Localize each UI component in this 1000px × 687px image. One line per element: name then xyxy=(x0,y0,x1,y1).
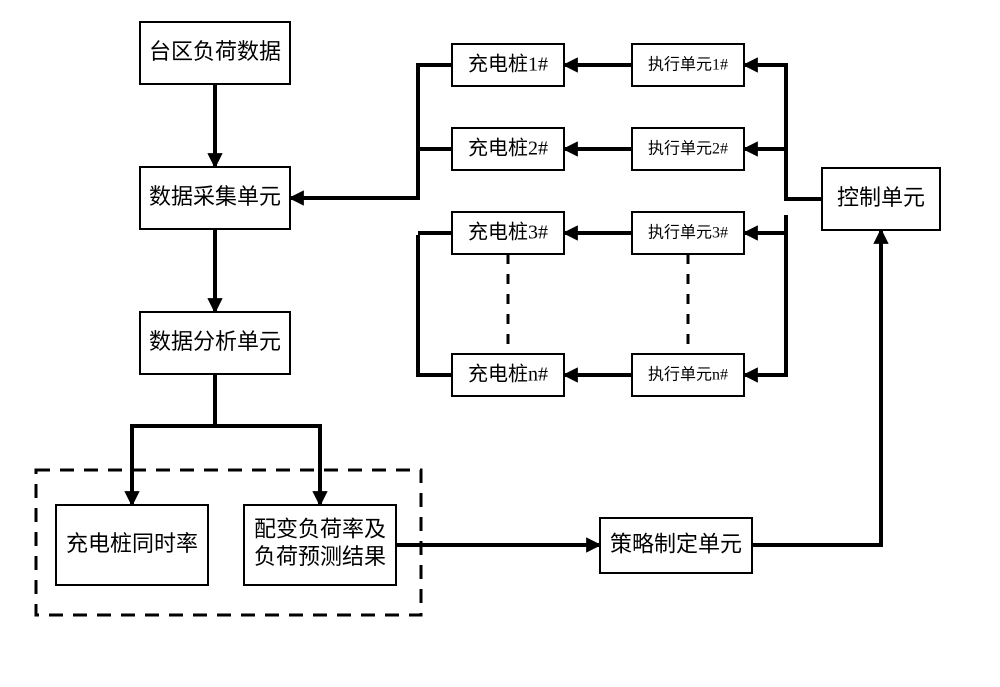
label-clzd: 策略制定单元 xyxy=(610,532,742,557)
label-zx1: 执行单元1# xyxy=(648,56,728,74)
label-cdz1: 充电桩1# xyxy=(468,53,548,76)
label-cdz2: 充电桩2# xyxy=(468,137,548,160)
label-tqfh: 台区负荷数据 xyxy=(149,39,281,64)
label-sjcj: 数据采集单元 xyxy=(149,184,281,209)
label-pbfh-0: 配变负荷率及 xyxy=(254,516,386,541)
label-zxn: 执行单元n# xyxy=(648,366,728,384)
label-pbfh-1: 负荷预测结果 xyxy=(254,544,386,569)
label-kzdy: 控制单元 xyxy=(837,185,925,210)
label-zx2: 执行单元2# xyxy=(648,140,728,158)
label-sjfx: 数据分析单元 xyxy=(149,329,281,354)
label-cdz3: 充电桩3# xyxy=(468,221,548,244)
label-cdzTsl: 充电桩同时率 xyxy=(66,531,198,556)
label-zx3: 执行单元3# xyxy=(648,224,728,242)
label-cdzn: 充电桩n# xyxy=(468,363,548,386)
